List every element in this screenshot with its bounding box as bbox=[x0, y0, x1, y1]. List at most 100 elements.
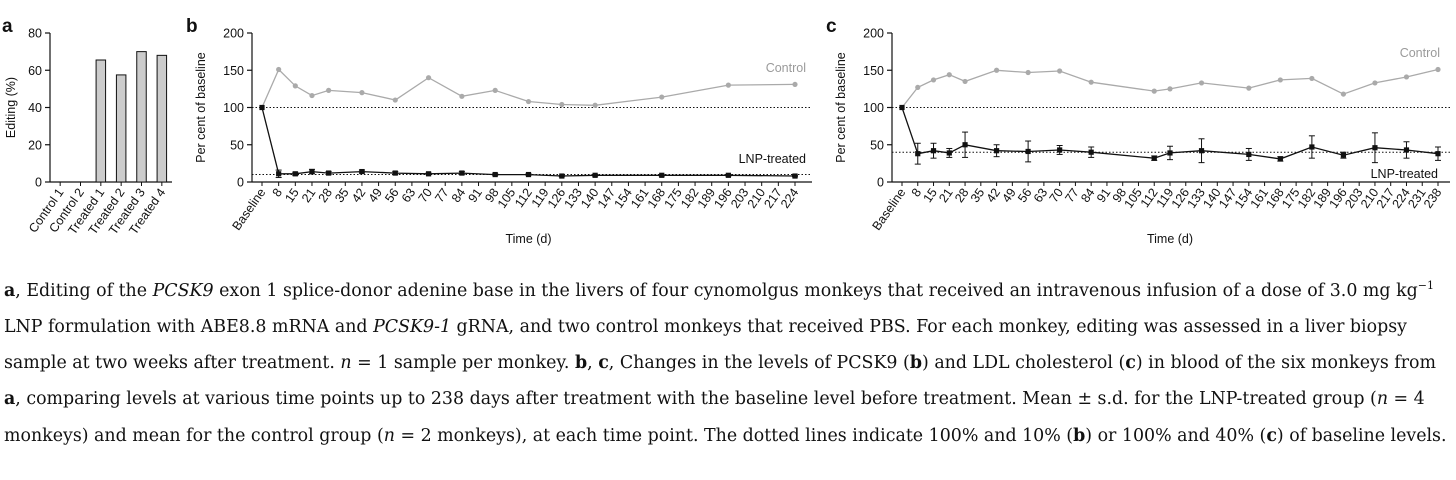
control-data-point bbox=[962, 78, 968, 85]
control-data-point bbox=[725, 82, 731, 88]
caption-text: = 4 monkeys) and mean for the control gr… bbox=[4, 389, 1425, 446]
control-data-point bbox=[1340, 91, 1347, 97]
bar bbox=[136, 51, 147, 183]
panel-letter-b: b bbox=[186, 16, 198, 37]
caption-text: = 2 monkeys), at each time point. The do… bbox=[394, 425, 1074, 446]
bar bbox=[115, 74, 127, 183]
treated-data-point bbox=[259, 104, 265, 111]
caption-guide-name: PCSK9-1 bbox=[373, 317, 452, 337]
control-data-point bbox=[915, 84, 921, 90]
treated-data-point bbox=[326, 170, 332, 176]
x-tick-label: 42 bbox=[984, 186, 1003, 205]
x-tick-label: 21 bbox=[936, 186, 955, 205]
caption-text: LNP formulation with ABE8.8 mRNA and bbox=[4, 317, 374, 337]
control-data-point bbox=[592, 102, 598, 108]
treated-data-point bbox=[525, 171, 532, 178]
control-data-point bbox=[459, 93, 465, 99]
x-tick-label: 70 bbox=[416, 186, 435, 205]
y-axis-label: Per cent of baseline bbox=[194, 52, 208, 163]
y-tick-label: 0 bbox=[35, 176, 42, 190]
control-data-point bbox=[326, 87, 332, 93]
treated-data-point bbox=[946, 150, 952, 156]
treated-data-point bbox=[725, 172, 731, 178]
x-tick-label: 238 bbox=[1421, 186, 1444, 211]
x-tick-label: 56 bbox=[382, 186, 401, 205]
caption-panel-ref: a bbox=[4, 389, 16, 410]
treated-data-point bbox=[1372, 145, 1378, 151]
x-tick-label: Baseline bbox=[869, 186, 908, 233]
control-data-point bbox=[1277, 77, 1283, 83]
y-tick-label: 0 bbox=[237, 176, 244, 190]
treated-data-point bbox=[1088, 149, 1094, 155]
panel-letter-a: a bbox=[2, 16, 13, 37]
x-tick-label: 35 bbox=[968, 186, 987, 205]
x-axis-label: Time (d) bbox=[505, 232, 551, 246]
panel-c-line-chart: Control LNP-treated 0 50 100 150 200 Per cent… bbox=[834, 27, 1450, 246]
treated-data-point bbox=[1340, 152, 1347, 158]
treated-data-point bbox=[592, 172, 598, 178]
caption-text: , Editing of the bbox=[15, 280, 153, 301]
x-tick-label: 84 bbox=[449, 186, 468, 205]
control-data-point bbox=[292, 83, 298, 89]
treated-data-point bbox=[1025, 148, 1031, 155]
treated-data-point bbox=[792, 173, 798, 179]
treated-data-point bbox=[276, 171, 282, 177]
panel-letter-c: c bbox=[826, 16, 837, 37]
caption-panel-ref: c bbox=[1125, 353, 1136, 374]
x-tick-label: 63 bbox=[399, 186, 418, 205]
treated-data-point bbox=[1277, 156, 1283, 162]
x-tick-label: 98 bbox=[1110, 186, 1129, 205]
treated-series-line bbox=[261, 107, 796, 177]
caption-text: gRNA, and two control monkeys that recei… bbox=[4, 317, 1407, 374]
x-tick-label: 15 bbox=[921, 186, 940, 205]
treated-data-point bbox=[559, 173, 565, 179]
x-tick-label: 63 bbox=[1031, 186, 1050, 205]
caption-text: , Changes in the levels of PCSK9 ( bbox=[608, 353, 910, 374]
treated-data-point bbox=[659, 172, 665, 178]
x-tick-label: 49 bbox=[999, 186, 1018, 205]
figure-caption: a , Editing of the PCSK9 exon 1 splice-do… bbox=[4, 268, 1450, 454]
y-tick-label: 200 bbox=[863, 27, 884, 41]
treated-data-point bbox=[1198, 148, 1205, 154]
x-tick-label: 77 bbox=[1062, 186, 1081, 205]
caption-text: = 1 sample per monkey. bbox=[351, 353, 575, 374]
treated-data-point bbox=[392, 170, 398, 176]
control-data-point bbox=[425, 75, 432, 81]
control-data-point bbox=[392, 97, 398, 103]
control-data-point bbox=[792, 81, 798, 88]
caption-text: ) of baseline levels. bbox=[1276, 425, 1447, 446]
control-data-point bbox=[1246, 85, 1252, 91]
caption-panel-ref: b bbox=[909, 353, 922, 374]
caption-text: , comparing levels at various time point… bbox=[15, 389, 1377, 410]
caption-text: exon 1 splice-donor adenine base in the … bbox=[213, 280, 1418, 301]
caption-gene-name: PCSK9 bbox=[152, 280, 214, 301]
treated-data-point bbox=[1057, 147, 1063, 153]
x-tick-label: 77 bbox=[432, 186, 451, 205]
x-tick-label: 91 bbox=[466, 186, 485, 205]
control-data-point bbox=[1088, 79, 1094, 85]
treated-data-point bbox=[915, 151, 921, 157]
y-tick-label: 100 bbox=[223, 101, 244, 115]
caption-text: ) or 100% and 40% ( bbox=[1085, 425, 1267, 446]
control-data-point bbox=[359, 90, 365, 96]
control-data-point bbox=[946, 72, 952, 78]
treated-data-point bbox=[425, 171, 432, 177]
control-data-point bbox=[993, 67, 1000, 73]
panel-b-line-chart: Control LNP-treated 0 50 100 150 200 Per cent… bbox=[194, 27, 812, 246]
treated-data-point bbox=[1403, 147, 1410, 153]
caption-n: n bbox=[1376, 389, 1389, 410]
treated-data-point bbox=[1246, 151, 1252, 158]
treated-data-point bbox=[930, 148, 937, 154]
x-tick-label: 84 bbox=[1078, 186, 1097, 205]
x-tick-label: 49 bbox=[366, 186, 385, 205]
control-data-point bbox=[1167, 86, 1173, 92]
control-data-point bbox=[1435, 66, 1441, 73]
y-tick-label: 100 bbox=[863, 101, 884, 115]
control-series-label: Control bbox=[766, 61, 806, 75]
caption-panel-ref: c bbox=[1266, 425, 1277, 446]
treated-data-point bbox=[962, 142, 968, 148]
treated-data-point bbox=[1167, 150, 1173, 156]
y-tick-label: 60 bbox=[28, 64, 42, 78]
x-tick-label: 56 bbox=[1015, 186, 1034, 205]
x-tick-label: 21 bbox=[299, 186, 318, 205]
